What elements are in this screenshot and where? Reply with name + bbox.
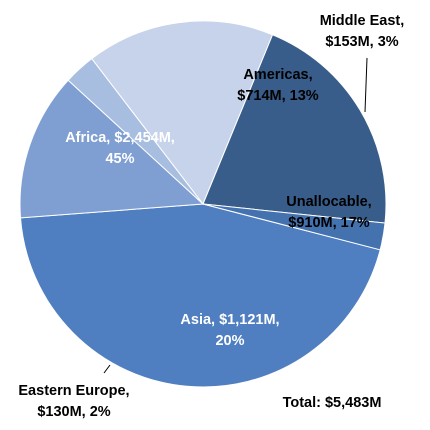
slice-label-line: Eastern Europe, [18, 383, 129, 399]
slice-label-line: Americas, [243, 67, 312, 83]
pie-slice-americas [19, 79, 205, 219]
slice-label-americas: Americas, $714M, 13% [237, 67, 319, 104]
slice-label-line: $130M, 2% [37, 404, 110, 420]
pie-slice-africa [19, 203, 381, 388]
slice-label-line: Unallocable, [286, 194, 371, 210]
slice-label-eastern-europe: Eastern Europe, $130M, 2% [18, 383, 129, 420]
slice-label-line: 45% [105, 151, 134, 167]
slice-label-africa: Africa, $2,454M, 45% [65, 130, 175, 167]
leader-line-eastern-europe [103, 364, 111, 374]
leader-lines-layer [103, 57, 368, 374]
slices-layer [19, 20, 387, 388]
slice-label-asia: Asia, $1,121M, 20% [180, 312, 279, 349]
slice-label-line: Middle East, [320, 13, 405, 29]
slice-label-line: 20% [215, 333, 244, 349]
slice-label-line: Asia, $1,121M, [180, 312, 279, 328]
pie-slice-unallocable [91, 20, 274, 205]
slice-label-middle-east: Middle East, $153M, 3% [320, 13, 405, 50]
leader-line-middle-east [364, 57, 368, 113]
labels-layer: Africa, $2,454M, 45% Americas, $714M, 13% Mi… [18, 13, 404, 420]
slice-label-line: $910M, 17% [288, 215, 370, 231]
slice-label-line: Africa, $2,454M, [65, 130, 175, 146]
pie-slice-asia [202, 34, 387, 224]
pie-slice-eastern-europe [202, 203, 386, 251]
slice-label-line: $153M, 3% [325, 34, 398, 50]
total-label: Total: $5,483M [283, 395, 382, 411]
slice-label-unallocable: Unallocable, $910M, 17% [286, 194, 371, 231]
slice-label-line: $714M, 13% [237, 88, 319, 104]
